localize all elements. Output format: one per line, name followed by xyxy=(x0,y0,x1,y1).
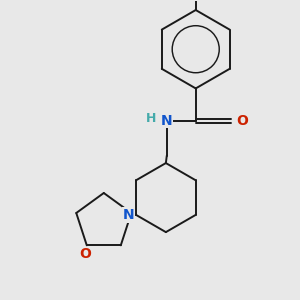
Text: N: N xyxy=(161,114,172,128)
Text: H: H xyxy=(146,112,156,125)
Text: N: N xyxy=(122,208,134,222)
Text: O: O xyxy=(236,114,248,128)
Text: O: O xyxy=(79,247,91,261)
